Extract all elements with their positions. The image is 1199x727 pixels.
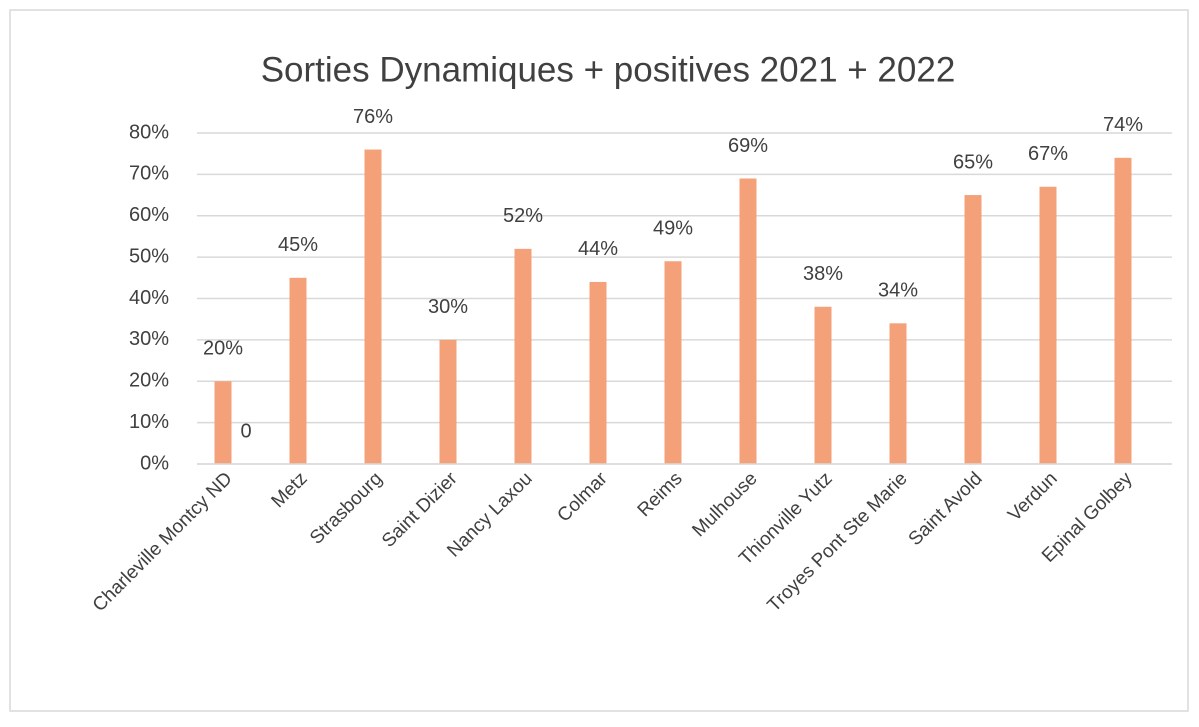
bar xyxy=(364,149,382,465)
y-tick-label: 70% xyxy=(129,163,169,185)
data-label: 30% xyxy=(428,296,468,318)
bar xyxy=(589,281,607,464)
data-label: 74% xyxy=(1103,114,1143,136)
bar xyxy=(664,261,682,464)
y-tick-label: 10% xyxy=(129,411,169,433)
bar xyxy=(289,277,307,464)
y-tick-label: 20% xyxy=(129,370,169,392)
bar xyxy=(814,306,832,464)
data-label: 76% xyxy=(353,106,393,128)
data-label: 0 xyxy=(240,420,251,442)
data-label: 44% xyxy=(578,238,618,260)
data-label: 34% xyxy=(878,280,918,302)
y-tick-label: 40% xyxy=(129,287,169,309)
bar xyxy=(514,248,532,464)
data-label: 45% xyxy=(278,234,318,256)
bar xyxy=(214,381,232,464)
bar xyxy=(889,323,907,464)
bar xyxy=(1114,157,1132,464)
data-label: 65% xyxy=(953,151,993,173)
data-label: 52% xyxy=(503,205,543,227)
data-label: 38% xyxy=(803,263,843,285)
y-tick-label: 80% xyxy=(129,121,169,143)
bar xyxy=(439,339,457,464)
data-label: 67% xyxy=(1028,143,1068,165)
y-tick-label: 0% xyxy=(140,452,169,474)
bar xyxy=(739,178,757,464)
y-tick-label: 50% xyxy=(129,245,169,267)
y-tick-label: 30% xyxy=(129,328,169,350)
bar xyxy=(1039,186,1057,464)
y-tick-label: 60% xyxy=(129,204,169,226)
bar xyxy=(964,195,982,464)
data-label: 69% xyxy=(728,135,768,157)
data-label: 20% xyxy=(203,338,243,360)
chart-title: Sorties Dynamiques + positives 2021 + 20… xyxy=(261,50,956,89)
data-label: 49% xyxy=(653,218,693,240)
